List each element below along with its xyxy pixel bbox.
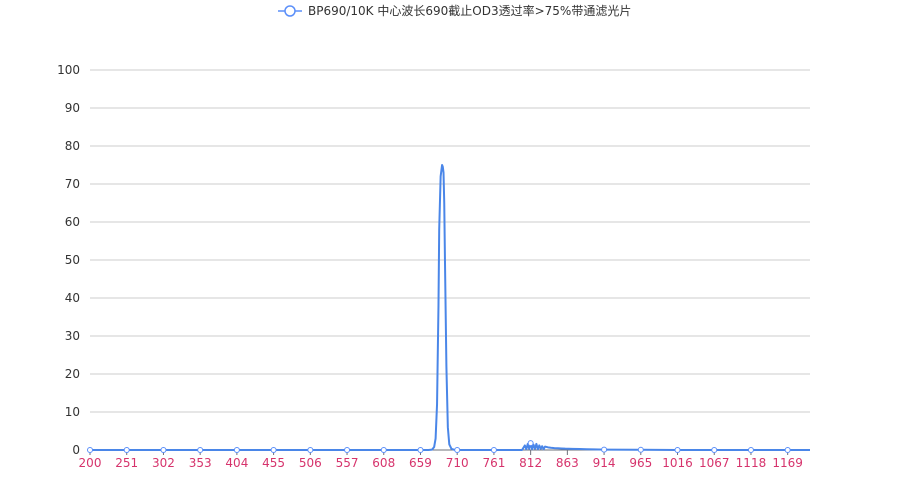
x-tick-label-455: 455	[262, 456, 285, 470]
x-tick-label-557: 557	[336, 456, 359, 470]
series-point-557	[344, 447, 351, 453]
x-tick-label-404: 404	[225, 456, 248, 470]
y-axis-tick-labels: 0 10 20 30 40 50 60 70 80 90 100	[57, 63, 80, 457]
series-point-659	[417, 447, 424, 453]
x-tick-label-914: 914	[593, 456, 616, 470]
x-tick-label-1169: 1169	[772, 456, 803, 470]
x-tick-label-1016: 1016	[662, 456, 693, 470]
x-tick-label-710: 710	[446, 456, 469, 470]
x-axis-tick-labels: 200 251 302 353 404 455 506 557 608 659 710 761 812 8…	[79, 456, 803, 470]
y-tick-label-0: 0	[72, 443, 80, 457]
x-tick-label-353: 353	[189, 456, 212, 470]
series-group	[87, 164, 810, 453]
series-point-1067	[711, 447, 718, 453]
x-tick-label-812: 812	[519, 456, 542, 470]
series-point-353	[197, 447, 204, 453]
series-point-965	[637, 446, 644, 453]
x-tick-label-965: 965	[629, 456, 652, 470]
legend-circle-marker-icon	[284, 5, 296, 17]
series-point-455	[270, 447, 277, 453]
series-line-0	[90, 164, 810, 451]
y-tick-label-90: 90	[65, 101, 80, 115]
x-tick-label-761: 761	[482, 456, 505, 470]
y-tick-label-30: 30	[65, 329, 80, 343]
series-point-1118	[747, 447, 754, 453]
series-point-1016	[674, 447, 681, 453]
x-tick-label-1118: 1118	[736, 456, 767, 470]
y-tick-label-100: 100	[57, 63, 80, 77]
x-tick-label-1067: 1067	[699, 456, 730, 470]
x-tick-label-608: 608	[372, 456, 395, 470]
series-point-302	[160, 447, 167, 453]
y-tick-label-70: 70	[65, 177, 80, 191]
series-point-200	[87, 447, 93, 453]
series-point-251	[123, 447, 130, 453]
y-tick-label-40: 40	[65, 291, 80, 305]
x-tick-label-659: 659	[409, 456, 432, 470]
legend-label: BP690/10K 中心波长690截止OD3透过率>75%带通滤光片	[308, 3, 631, 18]
series-point-1169	[784, 447, 791, 453]
y-tick-label-50: 50	[65, 253, 80, 267]
y-tick-label-20: 20	[65, 367, 80, 381]
x-tick-label-302: 302	[152, 456, 175, 470]
series-point-710	[454, 447, 461, 453]
series-point-914	[601, 446, 608, 453]
legend[interactable]: BP690/10K 中心波长690截止OD3透过率>75%带通滤光片	[278, 3, 631, 18]
series-point-761	[490, 447, 497, 453]
grid-lines	[90, 69, 810, 413]
y-tick-label-60: 60	[65, 215, 80, 229]
x-tick-label-506: 506	[299, 456, 322, 470]
x-tick-label-251: 251	[115, 456, 138, 470]
y-tick-label-10: 10	[65, 405, 80, 419]
series-point-812	[527, 440, 534, 447]
y-tick-label-80: 80	[65, 139, 80, 153]
x-tick-label-863: 863	[556, 456, 579, 470]
series-point-608	[380, 447, 387, 453]
series-point-506	[307, 447, 314, 453]
x-tick-label-200: 200	[79, 456, 102, 470]
series-point-404	[233, 447, 240, 453]
